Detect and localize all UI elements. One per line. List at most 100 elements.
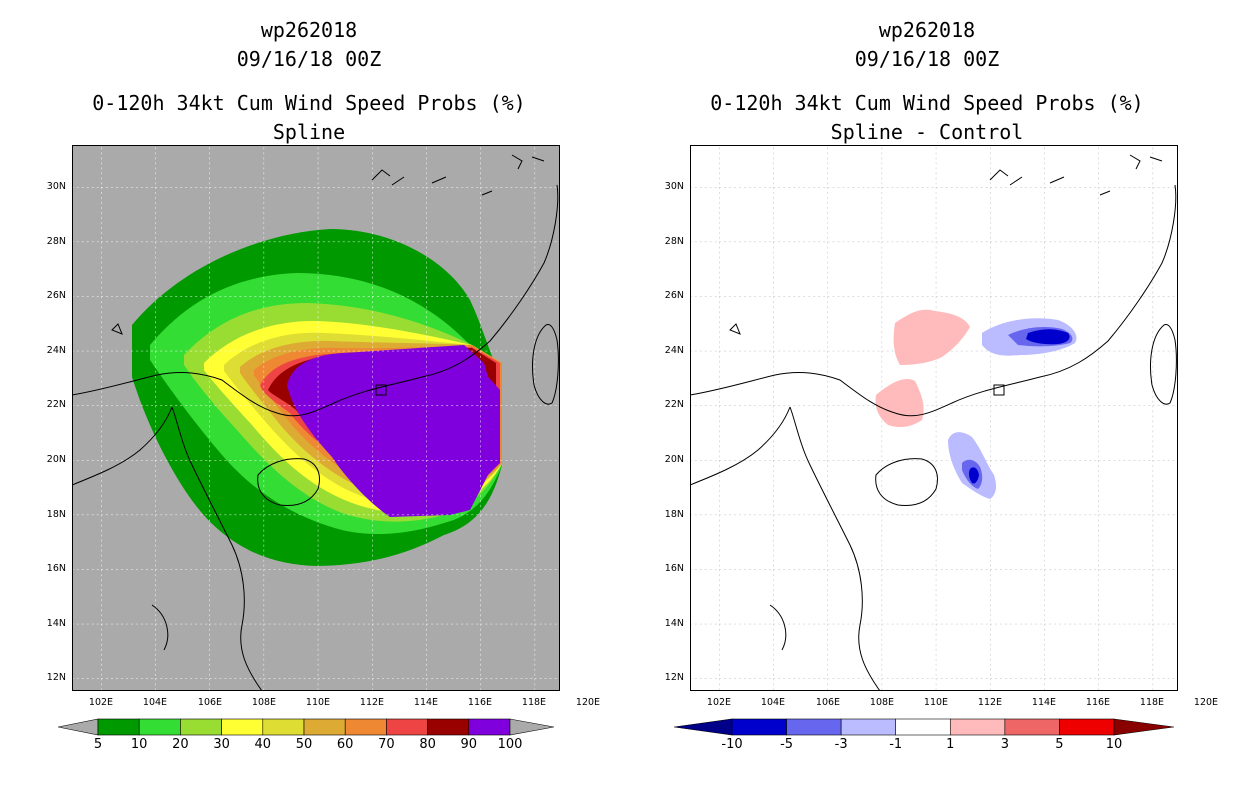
colorbar-under-arrow: [58, 718, 99, 736]
colorbar-cell: [180, 718, 222, 736]
diff-positive-north: [893, 309, 970, 365]
colorbar-label: 70: [378, 737, 395, 752]
colorbar-label: 90: [460, 737, 478, 752]
colorbar-label: 40: [254, 737, 272, 752]
lat-label: 26N: [664, 290, 684, 301]
colorbar-label: 50: [295, 737, 313, 752]
lat-label: 20N: [664, 454, 684, 465]
colorbar-cell: [1059, 718, 1115, 736]
lon-label: 120E: [1193, 697, 1219, 708]
colorbar-cell: [262, 718, 305, 736]
lat-label: 24N: [46, 345, 66, 356]
right-storm-id: wp262018: [878, 18, 976, 42]
lon-label: 106E: [815, 697, 841, 708]
right-panel: wp262018 09/16/18 00Z 0-120h 34kt Cum Wi…: [618, 0, 1236, 800]
lat-label: 24N: [664, 345, 684, 356]
colorbar-label: 10: [130, 737, 148, 752]
left-colorbar: [58, 718, 554, 736]
colorbar-cell: [97, 718, 140, 736]
lat-label: 20N: [46, 454, 66, 465]
lon-label: 112E: [977, 697, 1003, 708]
lon-label: 102E: [88, 697, 114, 708]
colorbar-label: 10: [1105, 737, 1123, 752]
lon-label: 114E: [1031, 697, 1057, 708]
colorbar-label: 5: [93, 737, 103, 752]
lon-label: 110E: [923, 697, 949, 708]
colorbar-cell: [1004, 718, 1060, 736]
lat-label: 30N: [664, 181, 684, 192]
right-method: Spline - Control: [830, 120, 1024, 144]
lat-label: 22N: [664, 399, 684, 410]
colorbar-over-arrow: [1113, 718, 1174, 736]
left-date: 09/16/18 00Z: [236, 47, 382, 71]
lon-label: 120E: [575, 697, 601, 708]
lat-label: 12N: [664, 672, 684, 683]
lat-label: 26N: [46, 290, 66, 301]
colorbar-cell: [427, 718, 470, 736]
left-product-title: 0-120h 34kt Cum Wind Speed Probs (%): [92, 91, 526, 115]
colorbar-label: -1: [889, 737, 903, 752]
lon-label: 106E: [197, 697, 223, 708]
lon-label: 112E: [359, 697, 385, 708]
lon-label: 116E: [467, 697, 493, 708]
lon-label: 118E: [1139, 697, 1165, 708]
lon-label: 114E: [413, 697, 439, 708]
left-storm-id: wp262018: [260, 18, 358, 42]
colorbar-cell: [840, 718, 897, 736]
colorbar-cell: [303, 718, 346, 736]
lon-label: 116E: [1085, 697, 1111, 708]
right-product-title: 0-120h 34kt Cum Wind Speed Probs (%): [710, 91, 1144, 115]
lon-label: 108E: [869, 697, 895, 708]
colorbar-cell: [468, 718, 511, 736]
lon-label: 108E: [251, 697, 277, 708]
colorbar-cell: [731, 718, 787, 736]
lat-label: 18N: [664, 509, 684, 520]
diff-negative-south-peak: [968, 467, 979, 484]
colorbar-label: 60: [336, 737, 354, 752]
lon-label: 102E: [706, 697, 732, 708]
colorbar-under-arrow: [674, 718, 733, 736]
left-panel: wp262018 09/16/18 00Z 0-120h 34kt Cum Wi…: [46, 18, 601, 752]
colorbar-cell: [949, 718, 1006, 736]
colorbar-label: 100: [497, 737, 523, 752]
lat-label: 16N: [664, 563, 684, 574]
right-date: 09/16/18 00Z: [854, 47, 1000, 71]
lat-label: 14N: [664, 618, 684, 629]
left-map: [72, 145, 560, 691]
lon-label: 104E: [760, 697, 786, 708]
colorbar-label: 3: [1000, 737, 1009, 752]
left-method: Spline: [272, 120, 346, 144]
lat-label: 12N: [46, 672, 66, 683]
lat-label: 18N: [46, 509, 66, 520]
colorbar-label: -10: [721, 737, 743, 752]
lon-label: 104E: [142, 697, 168, 708]
diff-positive-south: [875, 378, 924, 428]
colorbar-label: 1: [946, 737, 955, 752]
colorbar-label: -5: [780, 737, 794, 752]
coastlines: [690, 154, 1177, 691]
lat-label: 22N: [46, 399, 66, 410]
colorbar-cell: [221, 718, 264, 736]
colorbar-cell: [386, 718, 428, 736]
colorbar-cell: [786, 718, 842, 736]
lat-label: 28N: [46, 236, 66, 247]
lon-label: 110E: [305, 697, 331, 708]
colorbar-label: 80: [419, 737, 436, 752]
colorbar-cell: [138, 718, 181, 736]
lat-label: 28N: [664, 236, 684, 247]
diff-negative-ne-peak: [1026, 329, 1070, 345]
lat-label: 30N: [46, 181, 66, 192]
lat-label: 16N: [46, 563, 66, 574]
colorbar-label: 5: [1055, 737, 1064, 752]
colorbar-over-arrow: [509, 718, 554, 736]
lat-label: 14N: [46, 618, 66, 629]
colorbar-label: 20: [172, 737, 189, 752]
colorbar-cell: [344, 718, 387, 736]
lon-label: 118E: [521, 697, 547, 708]
colorbar-label: -3: [834, 737, 848, 752]
colorbar-label: 30: [213, 737, 230, 752]
right-map: [690, 145, 1178, 691]
colorbar-cell: [895, 718, 951, 736]
right-colorbar: [674, 718, 1174, 736]
coastlines: [72, 154, 559, 691]
